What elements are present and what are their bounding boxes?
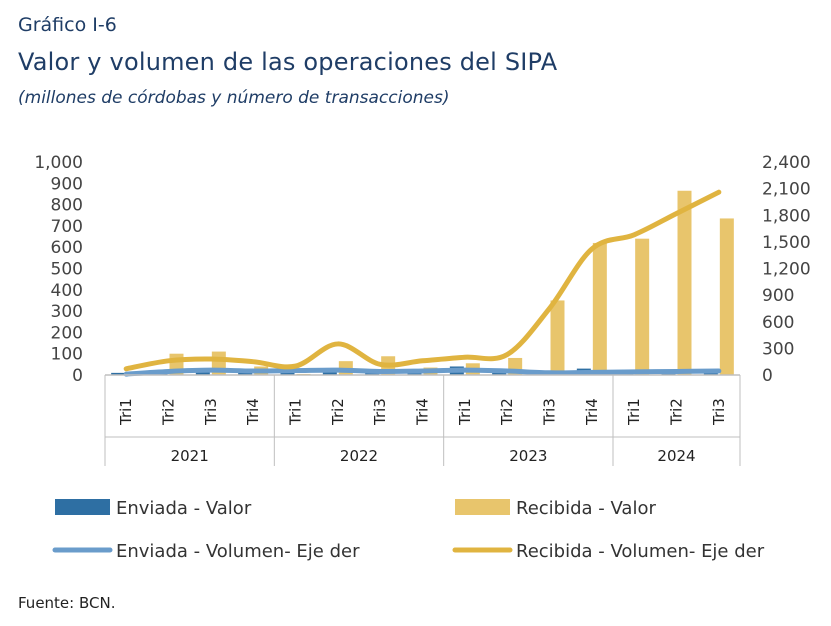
y-tick-label: 0 [72, 366, 83, 386]
legend-swatch [455, 499, 510, 515]
y-tick-label: 700 [51, 217, 83, 237]
x-tick-label: Tri1 [117, 398, 135, 426]
bar-recibida-valor [592, 242, 607, 375]
y2-tick-label: 900 [762, 286, 794, 306]
x-tick-label: Tri2 [329, 398, 347, 426]
year-label: 2023 [509, 447, 547, 465]
x-tick-label: Tri2 [160, 398, 178, 426]
y-tick-label: 200 [51, 323, 83, 343]
y2-tick-label: 2,400 [762, 153, 811, 173]
chart-subtitle: (millones de córdobas y número de transa… [18, 88, 450, 108]
y-tick-label: 1,000 [34, 153, 83, 173]
legend-label: Enviada - Valor [116, 498, 252, 519]
source-note: Fuente: BCN. [18, 594, 116, 612]
bar-recibida-valor [719, 218, 734, 375]
bar-recibida-valor [677, 190, 692, 375]
y-tick-label: 300 [51, 302, 83, 322]
y2-tick-label: 0 [762, 366, 773, 386]
x-tick-label: Tri4 [583, 398, 601, 426]
x-tick-label: Tri1 [287, 398, 305, 426]
line-enviada-volumen [123, 367, 722, 377]
y-tick-label: 500 [51, 260, 83, 280]
legend-label: Recibida - Volumen- Eje der [516, 541, 765, 562]
x-tick-label: Tri3 [541, 398, 559, 426]
year-label: 2021 [171, 447, 209, 465]
bar-enviada-valor [703, 372, 718, 375]
y2-tick-label: 1,200 [762, 260, 811, 280]
x-tick-label: Tri2 [668, 398, 686, 426]
y2-tick-label: 600 [762, 313, 794, 333]
x-tick-label: Tri3 [202, 398, 220, 426]
x-tick-label: Tri4 [414, 398, 432, 426]
y2-tick-label: 300 [762, 339, 794, 359]
legend-label: Recibida - Valor [516, 498, 656, 519]
x-tick-label: Tri2 [498, 398, 516, 426]
y2-tick-label: 2,100 [762, 180, 811, 200]
x-tick-label: Tri4 [244, 398, 262, 426]
y2-tick-label: 1,800 [762, 206, 811, 226]
y2-tick-label: 1,500 [762, 233, 811, 253]
chart-title: Valor y volumen de las operaciones del S… [18, 48, 558, 76]
x-tick-label: Tri1 [625, 398, 643, 426]
bar-recibida-valor [550, 300, 565, 375]
x-tick-label: Tri3 [371, 398, 389, 426]
legend-label: Enviada - Volumen- Eje der [116, 541, 360, 562]
x-tick-label: Tri1 [456, 398, 474, 426]
chart-label: Gráfico I-6 [18, 14, 117, 36]
line-recibida-volumen [123, 189, 722, 372]
bar-enviada-valor [280, 372, 295, 375]
year-label: 2022 [340, 447, 378, 465]
year-label: 2024 [657, 447, 695, 465]
y-tick-label: 600 [51, 238, 83, 258]
y-tick-label: 800 [51, 196, 83, 216]
y-tick-label: 900 [51, 174, 83, 194]
bar-recibida-valor [635, 238, 650, 375]
x-tick-label: Tri3 [710, 398, 728, 426]
bar-enviada-valor [111, 372, 126, 375]
y-tick-label: 400 [51, 281, 83, 301]
bar-enviada-valor [322, 370, 337, 375]
legend-swatch [55, 499, 110, 515]
y-tick-label: 100 [51, 345, 83, 365]
